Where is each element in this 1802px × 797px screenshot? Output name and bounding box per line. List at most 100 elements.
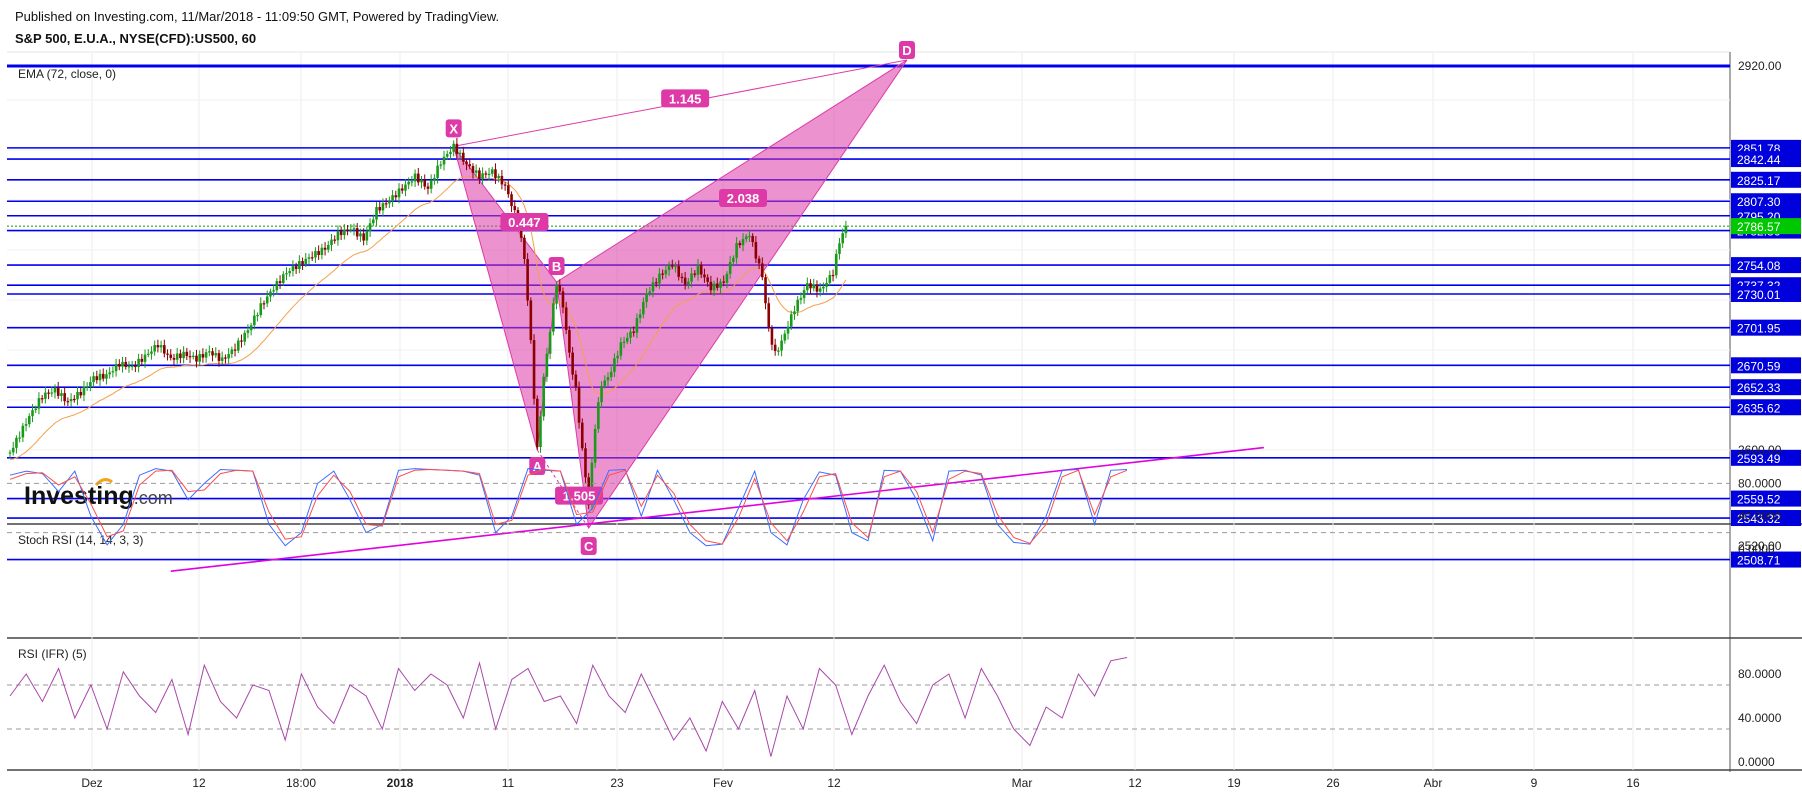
time-tick-label: Fev [713, 776, 733, 790]
price-tick-label: 2600.00 [1738, 443, 1782, 457]
candle-body [346, 229, 349, 231]
candle-body [445, 154, 449, 157]
candle-body [53, 387, 57, 393]
candle-body [738, 243, 742, 246]
candle-body [269, 291, 272, 297]
candle-body [153, 345, 156, 352]
level-tag [1731, 449, 1801, 466]
candle-body [105, 374, 108, 379]
candle-body [439, 164, 443, 166]
candle-body [310, 257, 314, 259]
candle-body [211, 351, 214, 356]
rsi-guides [7, 684, 1730, 730]
candle-body [831, 274, 835, 277]
candle-body [262, 303, 266, 305]
level-label: 2670.59 [1737, 359, 1781, 373]
time-tick-label: Abr [1424, 776, 1443, 790]
candle-body [719, 281, 722, 288]
candle-body [188, 356, 192, 358]
candle-body [773, 344, 777, 352]
candle-body [281, 274, 285, 284]
candle-body [433, 177, 436, 181]
candle-body [240, 340, 243, 342]
candle-body [220, 357, 224, 361]
level-tag [1731, 510, 1801, 527]
candle-body [256, 314, 259, 317]
candle-body [834, 253, 838, 276]
time-tick-label: 12 [827, 776, 841, 790]
rsi-legend: RSI (IFR) (5) [18, 647, 87, 661]
candle-body [121, 361, 124, 367]
candle-body [507, 185, 510, 195]
candle-body [15, 437, 18, 448]
price-tick-label: 2920.00 [1738, 59, 1782, 73]
candle-body [452, 143, 455, 152]
horizontal-levels[interactable] [7, 64, 1730, 561]
candle-body [298, 261, 301, 269]
stoch-guides [7, 482, 1730, 534]
candle-body [513, 206, 517, 211]
level-tag [1731, 171, 1801, 188]
rsi-axis: 80.0000 40.0000 0.0000 [1738, 667, 1782, 769]
level-tag [1731, 193, 1801, 210]
ema-legend: EMA (72, close, 0) [18, 67, 116, 81]
candle-body [500, 175, 504, 185]
candle-body [490, 169, 494, 174]
candle-body [420, 180, 423, 183]
candle-body [725, 273, 729, 283]
candle-body [191, 355, 195, 357]
candle-body [664, 270, 668, 275]
candle-body [31, 410, 34, 417]
candle-body [635, 318, 639, 333]
candle-body [397, 188, 401, 198]
candle-body [799, 298, 803, 300]
candles [8, 137, 848, 511]
pattern-point-C: C [584, 539, 594, 554]
ratio-box [661, 89, 710, 108]
candle-body [706, 277, 709, 282]
level-label: 2593.49 [1737, 452, 1781, 466]
candle-body [336, 231, 340, 241]
candle-body [201, 354, 205, 358]
candle-body [204, 352, 208, 358]
candle-body [375, 207, 378, 220]
candle-body [693, 273, 697, 275]
candle-body [246, 330, 250, 333]
candle-body [841, 233, 844, 244]
pattern-point-D: D [902, 43, 911, 58]
candle-body [564, 307, 568, 330]
level-tag [1731, 551, 1801, 568]
trendline[interactable] [170, 446, 1264, 572]
level-label: 2701.95 [1737, 322, 1781, 336]
candle-body [619, 342, 623, 356]
candle-body [632, 331, 636, 333]
candle-body [326, 245, 330, 250]
time-tick-label: 12 [192, 776, 206, 790]
ratio-box [500, 213, 549, 231]
candle-body [50, 392, 54, 394]
time-axis: Dez 12 18:00 2018 11 23 Fev 12 Mar 12 19 26 Abr 9 16 [81, 776, 1640, 790]
candle-body [593, 428, 597, 463]
candle-body [613, 358, 616, 372]
candle-body [526, 258, 529, 301]
candle-body [317, 251, 320, 255]
candle-body [101, 373, 105, 379]
candle-body [764, 277, 767, 304]
candle-body [571, 352, 574, 375]
pattern-point-B: B [552, 259, 561, 274]
candle-body [272, 290, 275, 292]
candle-body [786, 326, 790, 334]
candle-body [709, 281, 713, 291]
candle-body [780, 340, 783, 351]
level-label: 2730.01 [1737, 288, 1781, 302]
candle-body [802, 290, 806, 299]
candle-body [92, 376, 95, 383]
candle-body [770, 328, 774, 345]
candle-body [687, 281, 690, 285]
candle-body [253, 315, 256, 326]
candle-body [436, 165, 439, 178]
candle-body [47, 392, 50, 394]
level-tag [1731, 379, 1801, 396]
